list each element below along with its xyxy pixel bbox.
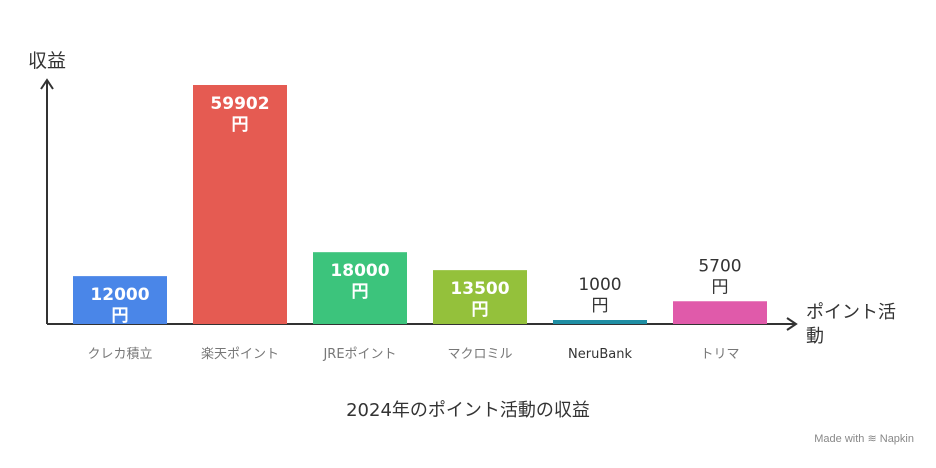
data-label-0: 12000 [90,285,149,305]
bars [73,85,767,324]
bar-1 [193,85,287,324]
data-label-4: 1000 [578,275,621,295]
bar-2 [313,252,407,324]
tick-labels: クレカ積立 楽天ポイント JREポイント マクロミル NeruBank トリマ [87,346,739,362]
data-label-unit-0: 円 [112,306,129,326]
data-label-unit-2: 円 [352,282,369,302]
x-axis-label: ポイント活動 [806,302,896,347]
data-label-unit-3: 円 [472,300,489,320]
watermark-prefix: Made with [814,433,865,445]
x-tick-label-4: NeruBank [568,347,632,362]
data-label-unit-5: 円 [712,277,729,297]
y-axis-arrow [40,78,54,90]
data-label-1: 59902 [210,94,269,114]
watermark: Made with ≋ Napkin [814,432,914,445]
watermark-brand: Napkin [879,433,914,445]
data-label-2: 18000 [330,261,389,281]
x-tick-label-3: マクロミル [447,347,512,362]
bar-3 [433,270,527,324]
data-label-3: 13500 [450,279,509,299]
x-tick-label-0: クレカ積立 [87,347,152,362]
bar-5 [673,301,767,324]
x-axis-arrow [786,317,798,331]
bar-4 [553,320,647,324]
axes: 収益 ポイント活動 [28,50,896,347]
x-tick-label-1: 楽天ポイント [201,346,279,362]
data-label-unit-4: 円 [592,296,609,316]
chart-title: 2024年のポイント活動の収益 [346,400,590,421]
napkin-logo-icon: ≋ [867,433,877,445]
x-tick-label-5: トリマ [700,347,739,362]
bar-0 [73,276,167,324]
y-axis-label: 収益 [28,50,66,72]
data-label-5: 5700 [698,256,741,276]
data-label-unit-1: 円 [232,115,249,135]
x-tick-label-2: JREポイント [322,347,396,362]
